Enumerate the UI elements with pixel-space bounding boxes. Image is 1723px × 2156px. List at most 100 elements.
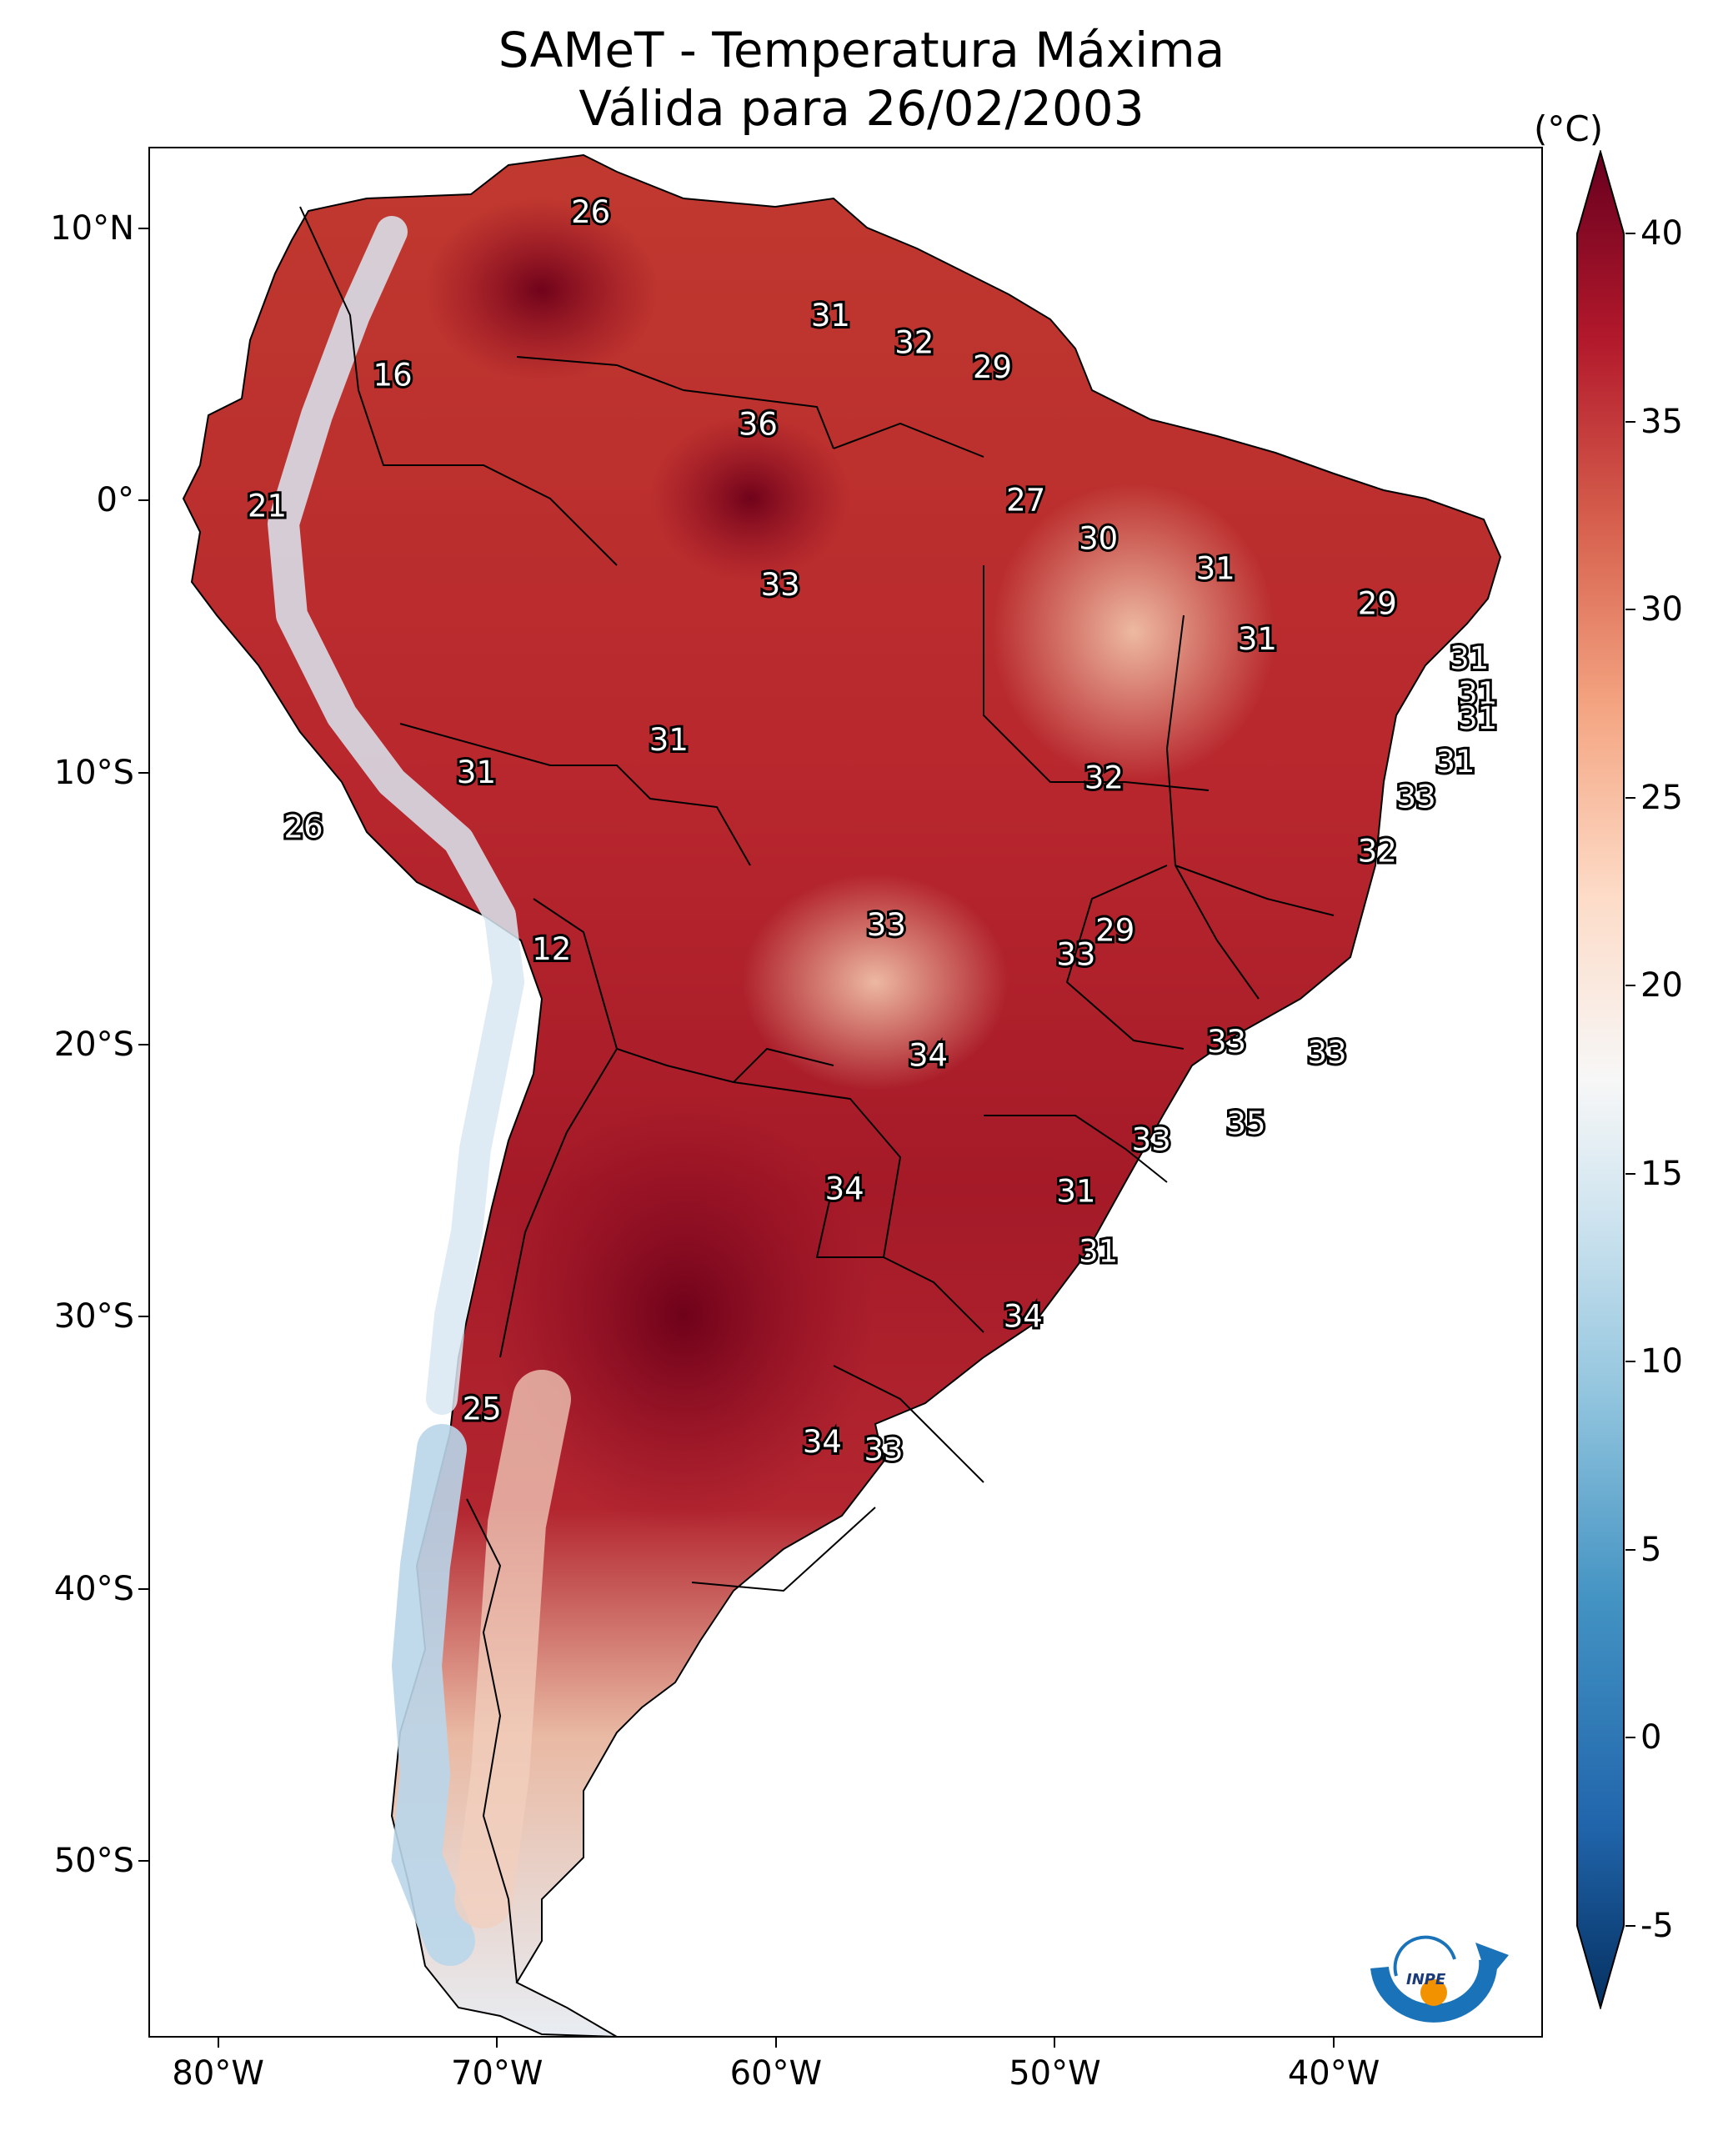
station-temperature-label: 31 xyxy=(649,722,689,758)
station-temperature-label: 31 xyxy=(1238,621,1277,657)
station-temperature-label: 34 xyxy=(909,1037,948,1073)
logo-text: INPE xyxy=(1406,1971,1446,1988)
station-temperature-label: 16 xyxy=(373,358,413,394)
lat-tick-label: 20°S xyxy=(53,1025,134,1064)
station-temperature-label: 29 xyxy=(973,349,1012,385)
lat-tick-label: 0° xyxy=(96,481,134,520)
station-temperature-label: 30 xyxy=(1079,520,1118,556)
lat-tick-mark xyxy=(138,1316,148,1318)
lat-tick-mark xyxy=(138,499,148,502)
station-temperature-label: 31 xyxy=(1056,1174,1095,1210)
station-temperature-label: 31 xyxy=(811,298,850,333)
lat-tick-label: 10°S xyxy=(53,753,134,792)
lat-tick-mark xyxy=(138,771,148,774)
lat-tick-mark xyxy=(138,1587,148,1590)
station-temperature-label: 33 xyxy=(761,567,800,603)
lat-tick-mark xyxy=(138,1859,148,1862)
station-temperature-label: 33 xyxy=(1307,1035,1346,1070)
station-temperature-label: 33 xyxy=(1056,937,1095,973)
colorbar-tick-mark xyxy=(1625,1737,1635,1739)
station-temperature-label: 33 xyxy=(1132,1122,1171,1158)
station-temperature-label: 26 xyxy=(571,194,610,230)
lon-tick-mark xyxy=(774,2038,777,2048)
station-temperature-label: 32 xyxy=(1358,834,1397,870)
lon-tick-label: 60°W xyxy=(729,2054,823,2093)
station-temperature-label: 33 xyxy=(864,1432,903,1468)
colorbar-tick-mark xyxy=(1625,420,1635,423)
colorbar-tick-mark xyxy=(1625,796,1635,799)
colorbar-tick-label: 40 xyxy=(1640,214,1683,253)
lat-tick-label: 40°S xyxy=(53,1569,134,1608)
mild-region-northeast xyxy=(992,482,1275,782)
colorbar-tick-label: -5 xyxy=(1640,1907,1674,1945)
colorbar-tick-mark xyxy=(1625,609,1635,611)
colorbar-bar xyxy=(1576,150,1625,2009)
lon-tick-label: 80°W xyxy=(172,2054,264,2093)
colorbar-tick-label: 35 xyxy=(1640,402,1683,441)
station-temperature-label: 32 xyxy=(1084,760,1124,796)
map-title-line-2: Válida para 26/02/2003 xyxy=(579,80,1144,137)
station-temperature-label: 12 xyxy=(532,931,571,967)
station-temperature-label: 33 xyxy=(1207,1024,1246,1060)
lat-tick-mark xyxy=(138,227,148,229)
station-temperature-label: 25 xyxy=(463,1391,502,1427)
mild-region-central xyxy=(742,874,1009,1091)
colorbar-tick-mark xyxy=(1625,1361,1635,1363)
station-temperature-label: 35 xyxy=(1226,1106,1265,1141)
station-temperature-label: 34 xyxy=(803,1424,842,1460)
colorbar-tick-label: 10 xyxy=(1640,1342,1683,1381)
station-temperature-label: 31 xyxy=(1435,744,1475,780)
colorbar-tick-mark xyxy=(1625,1925,1635,1927)
colorbar-tick-label: 0 xyxy=(1640,1718,1662,1757)
country-borders xyxy=(299,206,1335,1983)
station-temperature-label: 29 xyxy=(1358,586,1397,622)
station-temperature-label: 31 xyxy=(1458,675,1497,711)
station-temperature-label: 32 xyxy=(894,324,934,360)
lon-tick-mark xyxy=(1054,2038,1056,2048)
station-temperature-label: 31 xyxy=(1450,640,1489,676)
hot-region-venezuela xyxy=(425,198,659,382)
lon-tick-label: 40°W xyxy=(1287,2054,1380,2093)
map-panel: 26 31 32 29 16 36 21 27 30 33 31 29 31 31 31 31 31 31 31 32… xyxy=(148,147,1543,2038)
lon-tick-mark xyxy=(1333,2038,1335,2048)
colorbar-tick-mark xyxy=(1625,1548,1635,1551)
hot-region-chaco xyxy=(492,1099,875,1532)
colorbar-unit: (°C) xyxy=(1534,108,1604,149)
station-temperature-label: 33 xyxy=(867,907,906,943)
station-temperature-label: 34 xyxy=(825,1171,864,1206)
station-temperature-label: 31 xyxy=(1458,700,1497,736)
patagonia-cool-band xyxy=(391,1424,475,1966)
colorbar-tick-mark xyxy=(1625,1172,1635,1175)
lat-tick-mark xyxy=(138,1043,148,1045)
lon-tick-mark xyxy=(217,2038,219,2048)
station-temperature-label: 26 xyxy=(283,809,323,845)
station-temperature-label: 33 xyxy=(1397,779,1436,815)
station-temperature-label: 27 xyxy=(1006,483,1045,519)
colorbar-tick-mark xyxy=(1625,985,1635,987)
station-temperature-label: 29 xyxy=(1095,912,1134,948)
colorbar-tick-label: 30 xyxy=(1640,590,1683,629)
lat-tick-label: 50°S xyxy=(53,1841,134,1880)
colorbar-tick-mark xyxy=(1625,233,1635,234)
station-temperature-label: 31 xyxy=(457,755,496,790)
lon-tick-mark xyxy=(496,2038,498,2048)
station-temperature-label: 21 xyxy=(248,488,287,524)
inpe-logo: INPE xyxy=(1370,1935,1509,2023)
hot-region-amazon xyxy=(650,415,850,582)
colorbar-tick-label: 25 xyxy=(1640,778,1683,817)
station-temperature-label: 36 xyxy=(739,406,778,442)
lat-tick-label: 10°N xyxy=(50,208,134,248)
lat-tick-label: 30°S xyxy=(53,1297,134,1336)
station-temperature-label: 31 xyxy=(1079,1233,1118,1269)
map-title-line-1: SAMeT - Temperatura Máxima xyxy=(498,22,1225,78)
andes-cool-band xyxy=(268,216,524,1415)
south-america-landmass xyxy=(182,153,1502,2036)
station-temperature-label: 31 xyxy=(1196,550,1235,586)
colorbar-tick-label: 15 xyxy=(1640,1154,1683,1193)
colorbar xyxy=(1576,150,1625,2009)
colorbar-tick-label: 20 xyxy=(1640,966,1683,1005)
station-temperature-label: 34 xyxy=(1004,1299,1043,1335)
lon-tick-label: 50°W xyxy=(1009,2054,1101,2093)
lon-tick-label: 70°W xyxy=(451,2054,543,2093)
